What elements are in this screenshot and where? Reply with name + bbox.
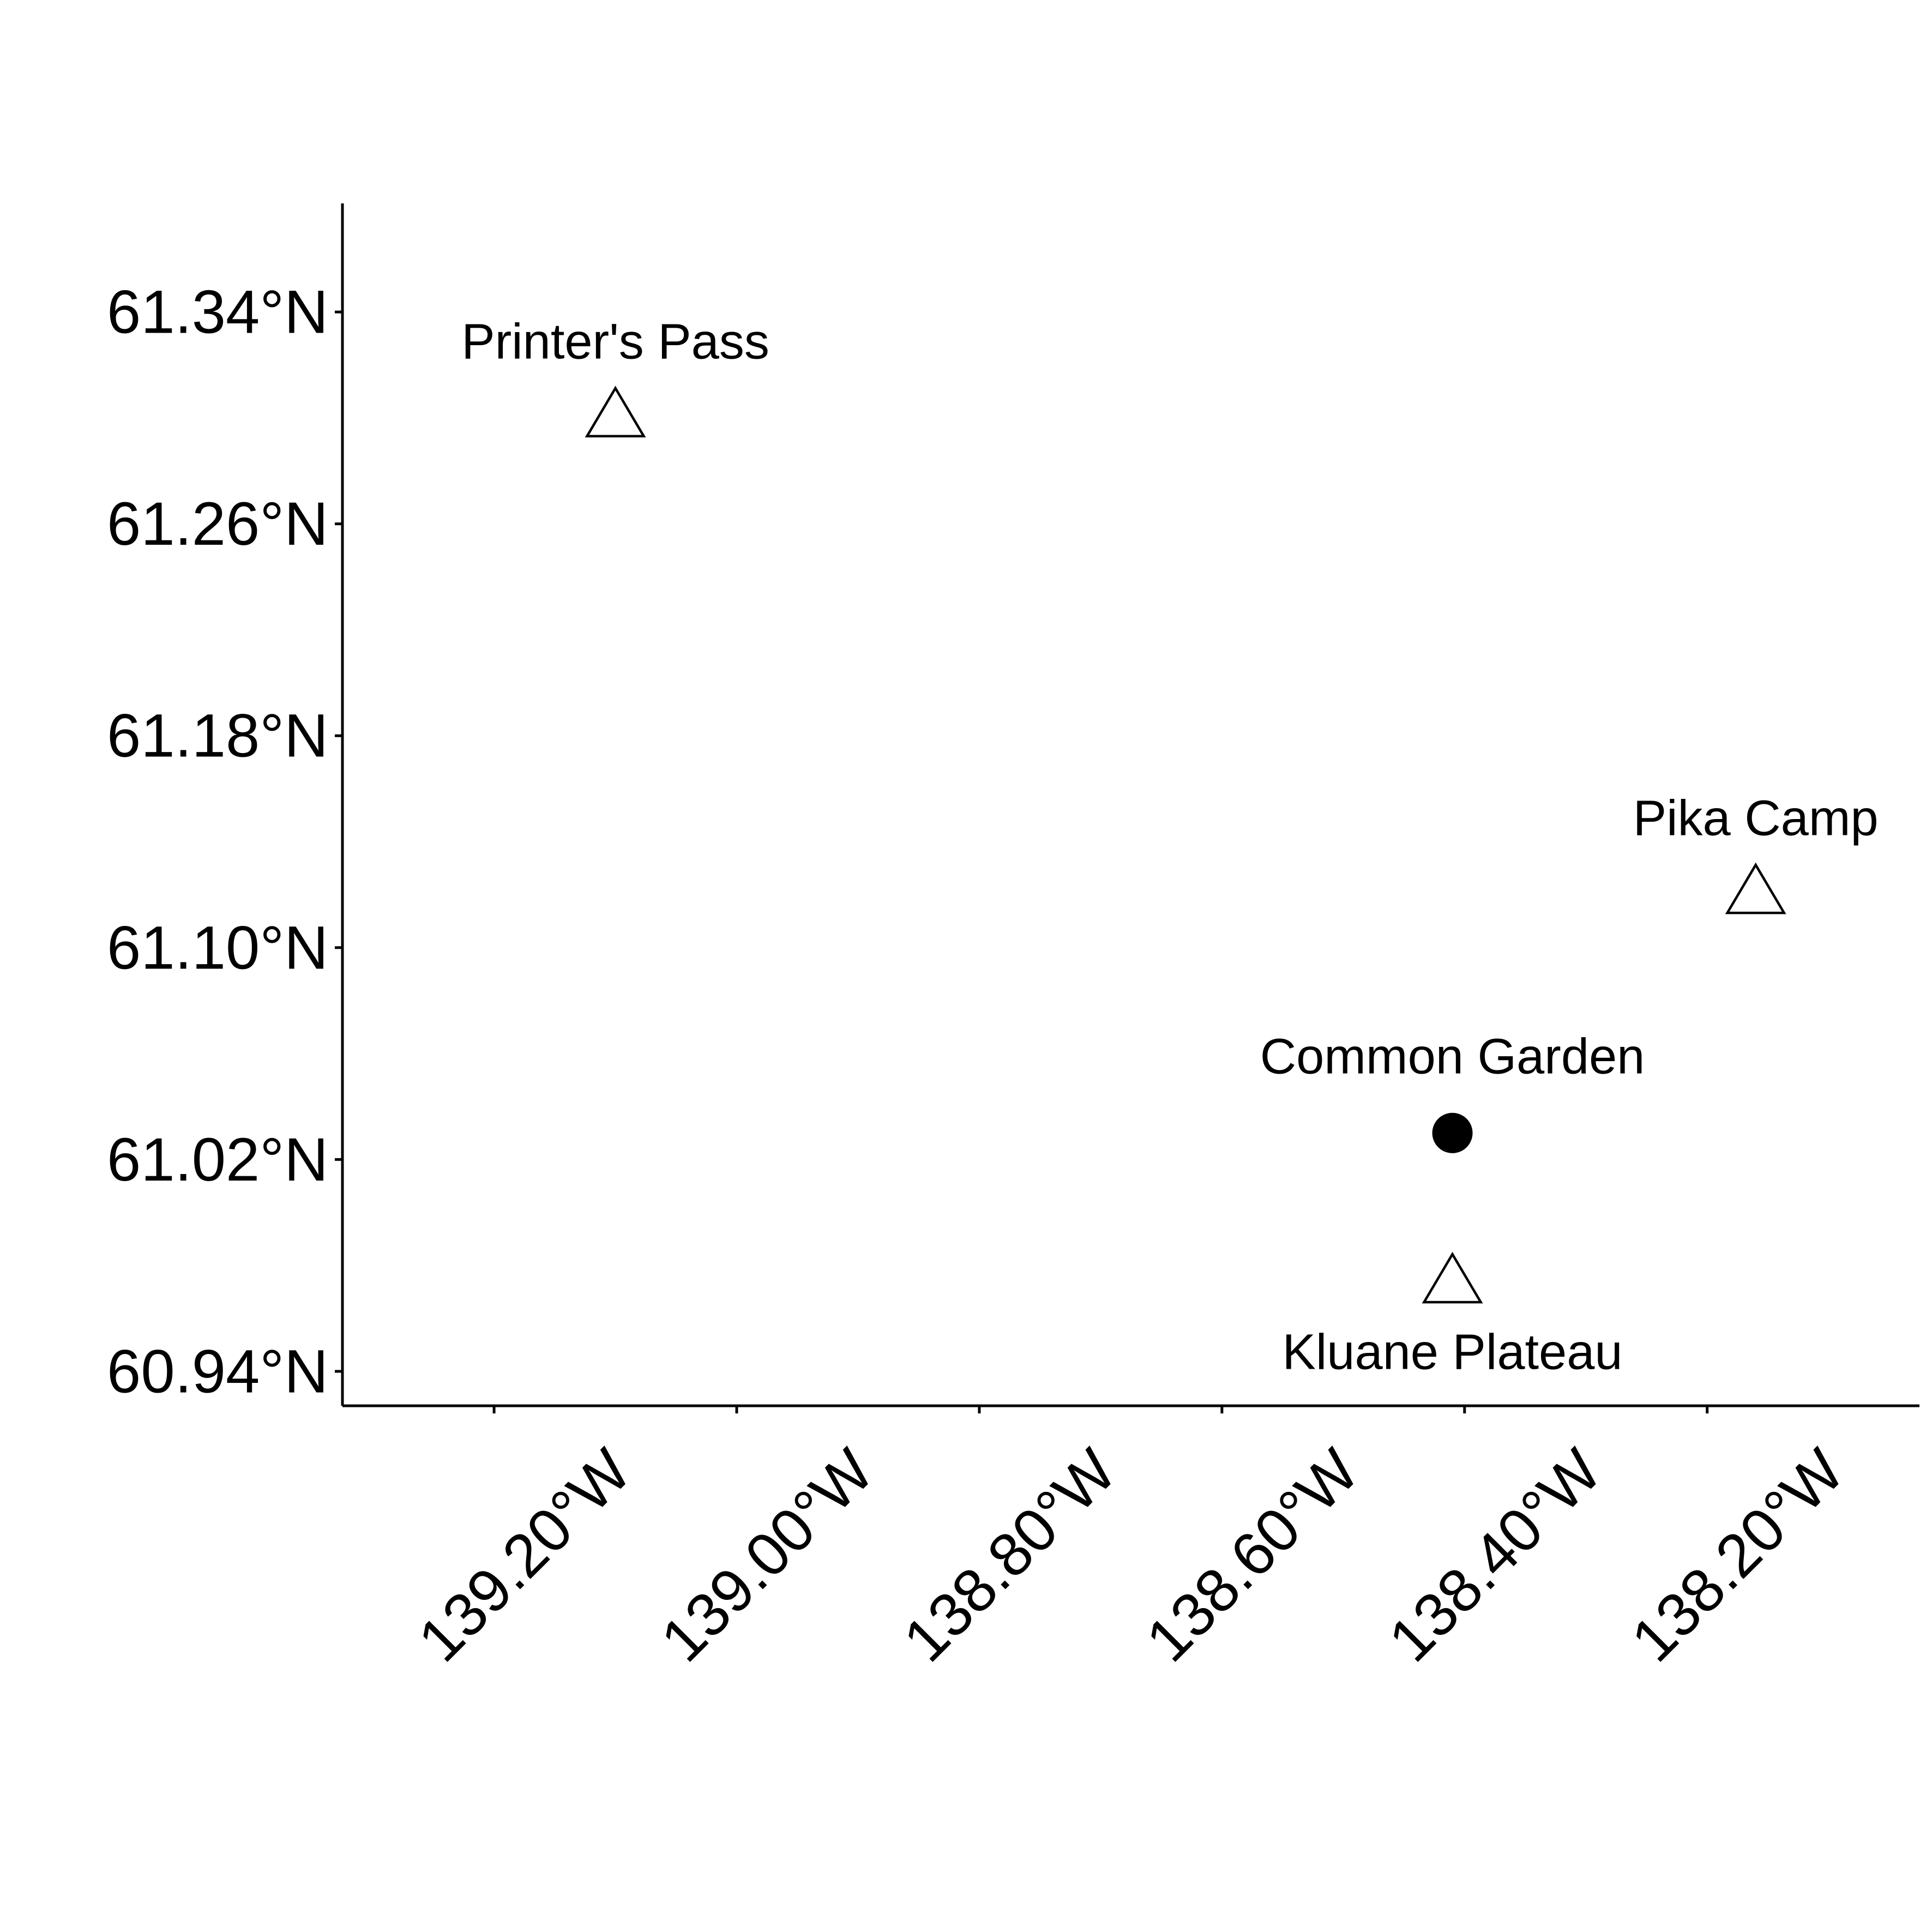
- y-tick-label: 60.94°N: [107, 1337, 328, 1405]
- x-tick-label: 138.80°W: [890, 1436, 1129, 1675]
- kluane-plateau-label: Kluane Plateau: [1282, 1325, 1622, 1380]
- common-garden-label: Common Garden: [1260, 1029, 1645, 1085]
- site-markers: Printer's Pass Pika Camp Common Garden Klua…: [461, 314, 1878, 1380]
- y-tick-label: 61.02°N: [107, 1126, 328, 1194]
- x-tick-label: 138.60°W: [1133, 1436, 1371, 1675]
- printer-s-pass-marker: [585, 386, 646, 438]
- y-tick-label: 61.10°N: [107, 913, 328, 982]
- pika-camp-marker: [1725, 862, 1786, 914]
- x-tick-label: 139.00°W: [648, 1436, 886, 1675]
- x-tick-label: 139.20°W: [405, 1436, 643, 1675]
- y-tick-label: 61.26°N: [107, 490, 328, 558]
- kluane-plateau-marker: [1422, 1251, 1483, 1304]
- x-tick-label: 138.20°W: [1618, 1436, 1857, 1675]
- pika-camp-label: Pika Camp: [1633, 791, 1879, 846]
- printer-s-pass-label: Printer's Pass: [461, 314, 769, 369]
- common-garden-marker: [1432, 1112, 1473, 1153]
- x-tick-label: 138.40°W: [1376, 1436, 1614, 1675]
- y-tick-label: 61.34°N: [107, 278, 328, 346]
- y-tick-label: 61.18°N: [107, 702, 328, 770]
- axes: 61.34°N 61.26°N 61.18°N 61.10°N 61.02°N 60.94…: [107, 203, 1919, 1675]
